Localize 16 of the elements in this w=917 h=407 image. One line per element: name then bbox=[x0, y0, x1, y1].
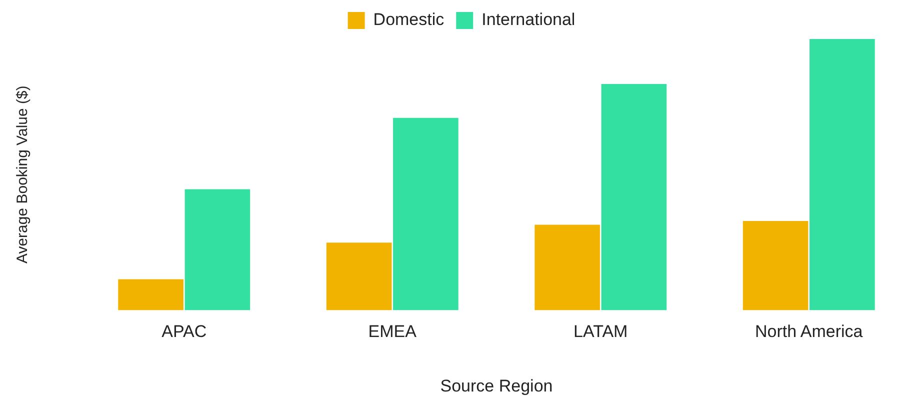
x-tick-label: APAC bbox=[162, 322, 207, 342]
legend-label: International bbox=[482, 10, 576, 30]
y-axis-title: Average Booking Value ($) bbox=[14, 86, 32, 264]
bar bbox=[534, 224, 600, 310]
legend-label: Domestic bbox=[373, 10, 445, 30]
x-tick-label: LATAM bbox=[574, 322, 628, 342]
bar bbox=[742, 220, 808, 310]
x-axis-title: Source Region bbox=[440, 376, 553, 396]
bar bbox=[118, 279, 184, 310]
x-tick-label: EMEA bbox=[368, 322, 418, 342]
x-tick-label: North America bbox=[755, 322, 864, 342]
bar bbox=[810, 39, 875, 310]
bar bbox=[393, 118, 458, 310]
bar bbox=[326, 242, 392, 310]
bar bbox=[601, 84, 667, 310]
bar bbox=[184, 189, 250, 310]
